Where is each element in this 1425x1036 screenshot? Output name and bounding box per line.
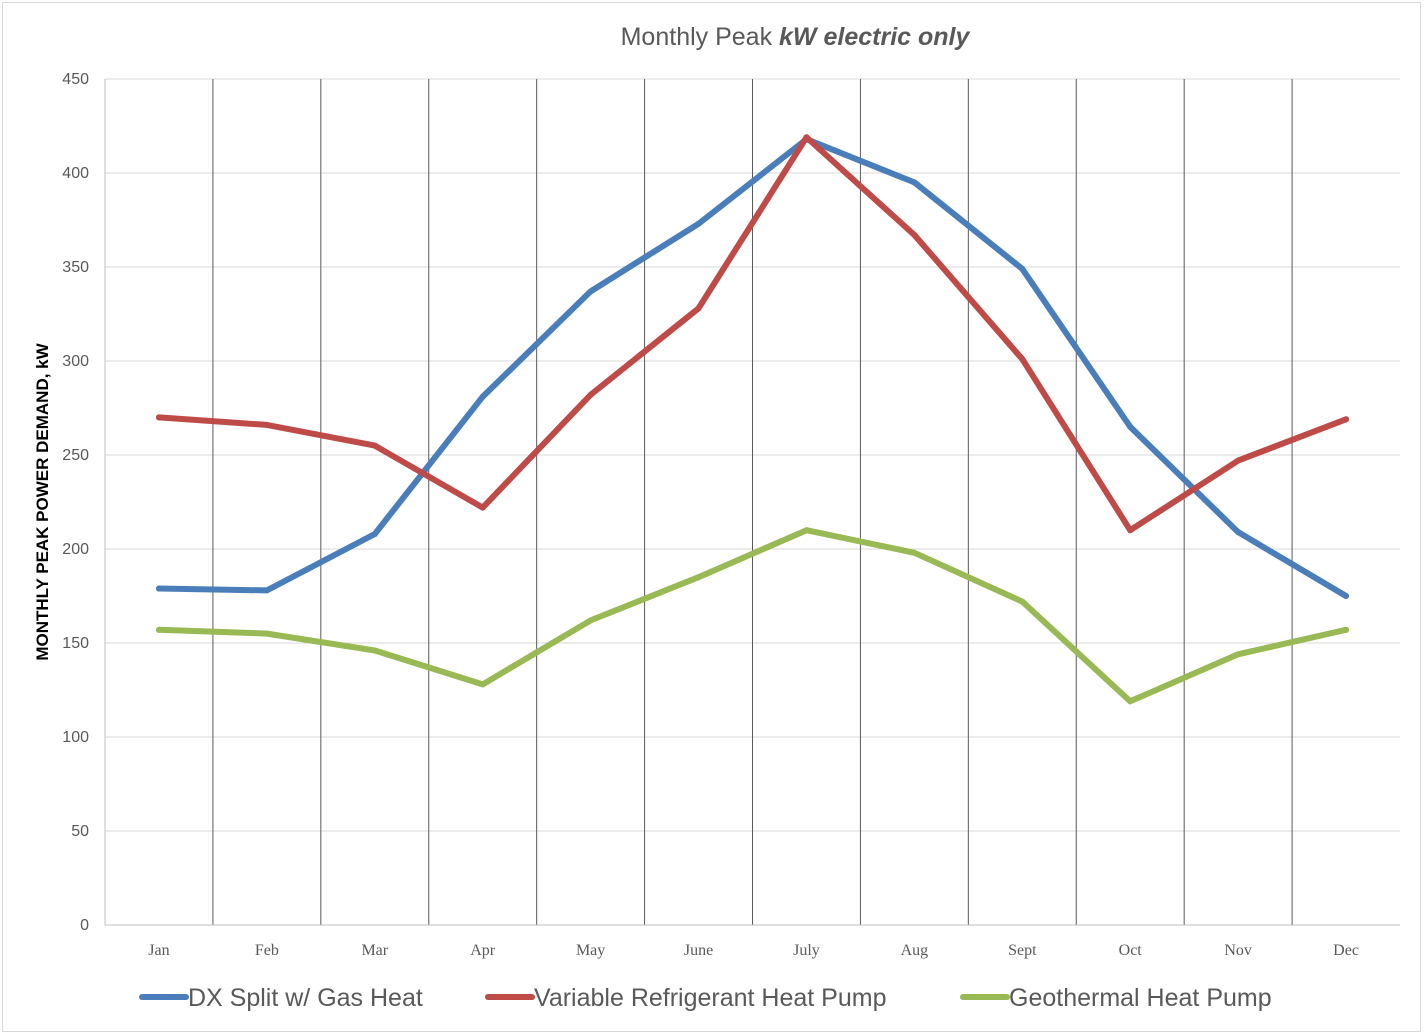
data-point-variable-refrigerant-heat-pump-june: [695, 305, 702, 312]
chart-title-emphasis: kW electric only: [779, 23, 970, 51]
data-point-variable-refrigerant-heat-pump-jan: [155, 414, 162, 421]
data-point-geothermal-heat-pump-mar: [371, 647, 378, 654]
data-point-variable-refrigerant-heat-pump-feb: [263, 421, 270, 428]
y-axis-label: MONTHLY PEAK POWER DEMAND, kW: [33, 342, 52, 660]
y-tick-label-250: 250: [62, 447, 89, 464]
vertical-gridlines: [212, 79, 1293, 925]
data-point-dx-split-w-gas-heat-feb: [263, 587, 270, 594]
data-point-dx-split-w-gas-heat-oct: [1127, 423, 1134, 430]
y-tick-label-100: 100: [62, 729, 89, 746]
series-line-dx-split-w-gas-heat: [156, 136, 1349, 599]
x-tick-label-nov: Nov: [1224, 942, 1252, 959]
y-tick-label-200: 200: [62, 541, 89, 558]
data-point-variable-refrigerant-heat-pump-nov: [1235, 457, 1242, 464]
data-point-geothermal-heat-pump-july: [803, 527, 810, 534]
data-point-dx-split-w-gas-heat-apr: [479, 393, 486, 400]
x-tick-label-dec: Dec: [1333, 942, 1359, 959]
y-tick-label-300: 300: [62, 353, 89, 370]
series-lines: [155, 134, 1350, 705]
x-tick-label-june: June: [684, 942, 713, 959]
y-tick-label-50: 50: [71, 823, 89, 840]
data-point-dx-split-w-gas-heat-dec: [1343, 593, 1350, 599]
x-tick-label-jan: Jan: [148, 942, 169, 959]
x-tick-label-oct: Oct: [1119, 942, 1143, 959]
data-point-variable-refrigerant-heat-pump-dec: [1343, 416, 1350, 423]
x-tick-label-mar: Mar: [361, 942, 388, 959]
data-point-variable-refrigerant-heat-pump-may: [587, 391, 594, 398]
axes: [104, 79, 1400, 926]
data-point-dx-split-w-gas-heat-june: [695, 220, 702, 227]
data-point-dx-split-w-gas-heat-sept: [1019, 265, 1026, 272]
data-point-variable-refrigerant-heat-pump-mar: [371, 442, 378, 449]
x-tick-label-sept: Sept: [1008, 942, 1037, 959]
x-tick-label-may: May: [576, 942, 605, 959]
data-point-variable-refrigerant-heat-pump-sept: [1019, 356, 1026, 363]
chart-title-prefix: Monthly Peak: [621, 23, 779, 51]
y-tick-label-400: 400: [62, 165, 89, 182]
data-point-variable-refrigerant-heat-pump-aug: [911, 232, 918, 239]
chart-title: Monthly Peak kW electric only: [621, 23, 971, 51]
y-tick-labels: 0 50 100 150 200 250 300 350 400 450: [62, 71, 89, 934]
data-point-geothermal-heat-pump-aug: [911, 549, 918, 556]
data-point-dx-split-w-gas-heat-may: [587, 288, 594, 295]
data-point-geothermal-heat-pump-feb: [263, 630, 270, 637]
data-point-geothermal-heat-pump-june: [695, 574, 702, 581]
data-point-geothermal-heat-pump-apr: [479, 681, 486, 688]
data-point-geothermal-heat-pump-nov: [1235, 651, 1242, 658]
data-point-dx-split-w-gas-heat-aug: [911, 179, 918, 186]
x-tick-labels: Jan Feb Mar Apr May June July Aug Sept Oct Nov Dec: [148, 942, 1359, 959]
legend-label-variable-refrigerant-heat-pump: Variable Refrigerant Heat Pump: [534, 984, 887, 1012]
data-point-geothermal-heat-pump-jan: [155, 626, 162, 633]
data-point-variable-refrigerant-heat-pump-apr: [479, 504, 486, 511]
data-point-dx-split-w-gas-heat-mar: [371, 530, 378, 537]
series-line-geothermal-heat-pump: [156, 527, 1349, 705]
series-line-variable-refrigerant-heat-pump: [156, 134, 1349, 534]
x-tick-label-apr: Apr: [470, 942, 496, 959]
data-point-dx-split-w-gas-heat-nov: [1235, 529, 1242, 536]
data-point-variable-refrigerant-heat-pump-july: [803, 134, 810, 141]
data-point-geothermal-heat-pump-may: [587, 617, 594, 624]
y-tick-label-450: 450: [62, 71, 89, 88]
x-tick-label-feb: Feb: [255, 942, 279, 959]
y-tick-label-150: 150: [62, 635, 89, 652]
data-point-dx-split-w-gas-heat-jan: [155, 585, 162, 592]
y-tick-label-350: 350: [62, 259, 89, 276]
y-tick-label-0: 0: [80, 917, 89, 934]
legend: DX Split w/ Gas Heat Variable Refrigerant…: [139, 984, 1272, 1012]
data-point-variable-refrigerant-heat-pump-oct: [1127, 527, 1134, 534]
x-tick-label-july: July: [793, 942, 820, 959]
legend-label-dx-split-w-gas-heat: DX Split w/ Gas Heat: [188, 984, 423, 1012]
x-tick-label-aug: Aug: [901, 942, 929, 959]
data-point-geothermal-heat-pump-dec: [1343, 626, 1350, 633]
legend-label-geothermal-heat-pump: Geothermal Heat Pump: [1009, 984, 1272, 1012]
data-point-geothermal-heat-pump-oct: [1127, 698, 1134, 705]
data-point-geothermal-heat-pump-sept: [1019, 598, 1026, 605]
